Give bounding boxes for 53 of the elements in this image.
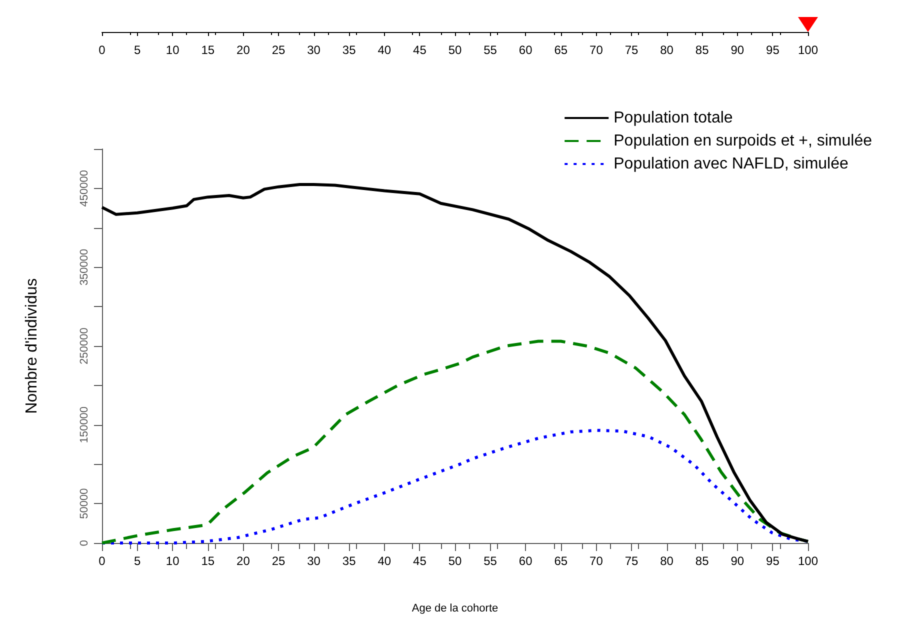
x2-tick-label: 45 [413, 43, 427, 57]
legend-label: Population totale [614, 110, 733, 126]
x2-tick-label: 80 [660, 43, 674, 57]
x-tick-label: 5 [134, 554, 141, 568]
x2-tick-label: 90 [730, 43, 744, 57]
x-tick-label: 60 [518, 554, 533, 568]
x2-tick-label: 50 [448, 43, 462, 57]
x-tick-label: 10 [166, 554, 180, 568]
x2-tick-label: 0 [98, 43, 106, 57]
x2-tick-label: 20 [236, 43, 250, 57]
x-tick-label: 80 [660, 554, 674, 568]
x2-tick-label: 70 [590, 43, 604, 57]
x2-tick-label: 10 [166, 43, 180, 57]
x2-tick-label: 30 [307, 43, 321, 57]
y-tick-label: 250000 [78, 328, 90, 364]
y-tick-label: 50000 [78, 488, 90, 519]
x2-tick-label: 35 [342, 43, 356, 57]
y-tick-label: 350000 [78, 248, 90, 286]
x-tick-label: 75 [624, 554, 638, 568]
x2-tick-label: 95 [766, 43, 780, 57]
x2-tick-label: 75 [624, 43, 638, 57]
x-axis-title: Age de la cohorte [412, 602, 498, 614]
legend-label: Population en surpoids et +, simulée [614, 132, 872, 150]
x-tick-label: 35 [342, 554, 356, 568]
y-tick-label: 450000 [78, 170, 90, 207]
y-tick-label: 0 [78, 540, 90, 546]
y-tick-label: 150000 [78, 406, 90, 444]
x-tick-label: 70 [590, 554, 604, 568]
x2-tick-label: 55 [484, 43, 498, 57]
x-tick-label: 85 [695, 554, 710, 568]
x2-tick-label: 85 [695, 43, 710, 57]
x-tick-label: 30 [307, 554, 321, 568]
x2-tick-label: 100 [798, 43, 818, 57]
x2-tick-label: 40 [378, 43, 392, 57]
x-tick-label: 100 [798, 554, 818, 568]
x-tick-label: 95 [766, 554, 780, 568]
legend-label: Population avec NAFLD, simulée [614, 156, 848, 172]
x-tick-label: 25 [272, 554, 286, 568]
y-axis-title: Nombre d'individus [24, 278, 40, 414]
x-tick-label: 15 [201, 554, 215, 568]
x-tick-label: 20 [236, 554, 250, 568]
x2-tick-label: 5 [134, 43, 141, 57]
x-tick-label: 45 [413, 554, 427, 568]
x2-tick-label: 15 [201, 43, 215, 57]
x2-tick-label: 60 [518, 43, 533, 57]
x-tick-label: 55 [484, 554, 498, 568]
x2-tick-label: 25 [272, 43, 286, 57]
x-tick-label: 65 [554, 554, 568, 568]
x-tick-label: 50 [448, 554, 462, 568]
x-tick-label: 0 [98, 554, 106, 568]
x2-tick-label: 65 [554, 43, 568, 57]
x-tick-label: 40 [378, 554, 392, 568]
x-tick-label: 90 [730, 554, 744, 568]
